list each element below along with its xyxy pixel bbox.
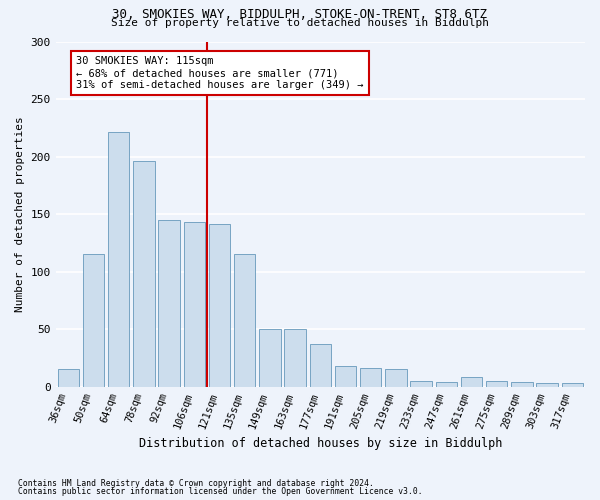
Y-axis label: Number of detached properties: Number of detached properties bbox=[15, 116, 25, 312]
Bar bbox=[133, 161, 155, 386]
Bar bbox=[234, 254, 256, 386]
Text: 30 SMOKIES WAY: 115sqm
← 68% of detached houses are smaller (771)
31% of semi-de: 30 SMOKIES WAY: 115sqm ← 68% of detached… bbox=[76, 56, 364, 90]
Bar bbox=[259, 329, 281, 386]
Bar bbox=[209, 224, 230, 386]
Bar bbox=[335, 366, 356, 386]
Text: Contains public sector information licensed under the Open Government Licence v3: Contains public sector information licen… bbox=[18, 487, 422, 496]
Bar bbox=[486, 381, 508, 386]
Text: Contains HM Land Registry data © Crown copyright and database right 2024.: Contains HM Land Registry data © Crown c… bbox=[18, 478, 374, 488]
Bar bbox=[562, 383, 583, 386]
Bar bbox=[410, 381, 432, 386]
Bar bbox=[536, 383, 558, 386]
Text: Size of property relative to detached houses in Biddulph: Size of property relative to detached ho… bbox=[111, 18, 489, 28]
Text: 30, SMOKIES WAY, BIDDULPH, STOKE-ON-TRENT, ST8 6TZ: 30, SMOKIES WAY, BIDDULPH, STOKE-ON-TREN… bbox=[113, 8, 487, 20]
Bar bbox=[284, 329, 306, 386]
Bar bbox=[310, 344, 331, 387]
Bar bbox=[511, 382, 533, 386]
X-axis label: Distribution of detached houses by size in Biddulph: Distribution of detached houses by size … bbox=[139, 437, 502, 450]
Bar bbox=[360, 368, 382, 386]
Bar bbox=[385, 370, 407, 386]
Bar bbox=[58, 370, 79, 386]
Bar bbox=[108, 132, 130, 386]
Bar bbox=[184, 222, 205, 386]
Bar bbox=[83, 254, 104, 386]
Bar bbox=[158, 220, 180, 386]
Bar bbox=[436, 382, 457, 386]
Bar bbox=[461, 378, 482, 386]
